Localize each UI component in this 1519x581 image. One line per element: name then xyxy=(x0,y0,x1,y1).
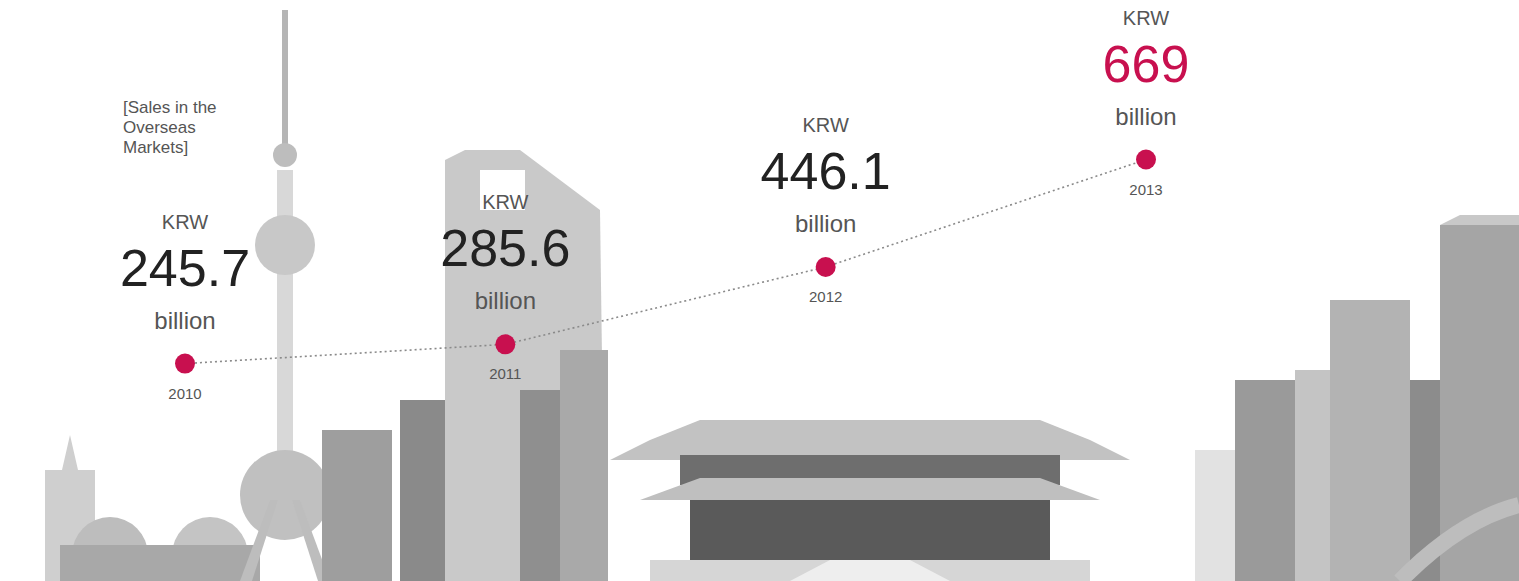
x-axis: 2010 2011 2012 2013 xyxy=(168,181,1162,402)
building xyxy=(610,420,1130,460)
point xyxy=(495,334,515,354)
point xyxy=(175,354,195,374)
tick-label: 2010 xyxy=(168,385,201,402)
data-label: KRW285.6billion xyxy=(440,191,570,314)
building xyxy=(1400,505,1519,581)
chart: 2010 2011 2012 2013 KRW245.7billion KRW285.6b… xyxy=(0,0,1519,581)
data-labels: KRW245.7billion KRW285.6billion KRW446.1bi… xyxy=(120,7,1189,334)
data-label: KRW446.1billion xyxy=(761,114,891,237)
tick-label: 2012 xyxy=(809,288,842,305)
building xyxy=(640,478,1100,500)
building xyxy=(1330,300,1410,581)
point xyxy=(1136,150,1156,170)
line xyxy=(185,160,1146,364)
tick-label: 2011 xyxy=(489,365,521,382)
building xyxy=(273,143,297,167)
point xyxy=(816,257,836,277)
building xyxy=(560,350,608,581)
skyline xyxy=(45,10,1519,581)
building xyxy=(520,390,560,581)
tick-label: 2013 xyxy=(1129,181,1162,198)
data-label: KRW245.7billion xyxy=(120,211,250,334)
building xyxy=(1235,380,1295,581)
title: [Sales in theOverseasMarkets] xyxy=(123,98,217,157)
building xyxy=(790,560,950,581)
building xyxy=(255,215,315,275)
building xyxy=(1440,215,1519,225)
plot xyxy=(175,150,1156,374)
building xyxy=(650,560,1090,581)
building xyxy=(240,500,278,581)
building xyxy=(282,10,288,160)
building xyxy=(322,430,392,581)
building xyxy=(240,450,330,540)
building xyxy=(60,545,260,581)
data-label: KRW669billion xyxy=(1103,7,1190,130)
